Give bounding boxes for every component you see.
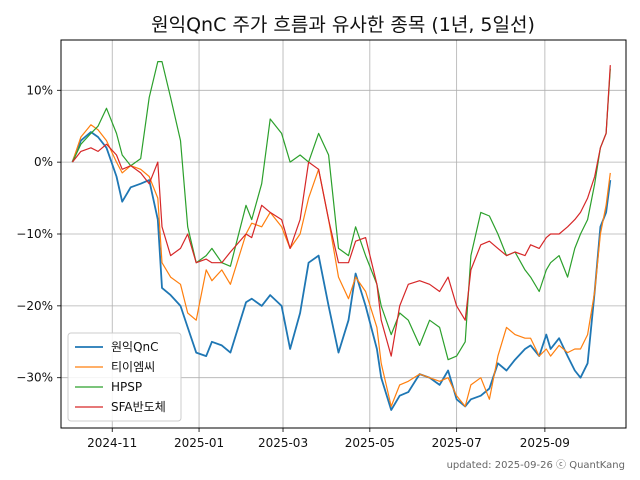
series-line-3 bbox=[71, 60, 611, 361]
legend-label: 원익QnC bbox=[111, 340, 159, 354]
footer-text: updated: 2025-09-26 ⓒ QuantKang bbox=[447, 459, 625, 471]
x-tick-label: 2025-03 bbox=[258, 436, 308, 450]
legend-box bbox=[67, 332, 182, 422]
series-line-4 bbox=[71, 65, 611, 357]
x-tick-label: 2024-11 bbox=[87, 436, 137, 450]
x-tick-label: 2025-07 bbox=[432, 436, 482, 450]
x-tick-label: 2025-05 bbox=[345, 436, 395, 450]
legend: 원익QnC 티이엠씨 HPSP SFA반도체 bbox=[67, 332, 182, 422]
y-tick-label: −20% bbox=[16, 299, 53, 313]
series-line-1 bbox=[71, 131, 612, 411]
series-lines bbox=[71, 60, 612, 411]
y-tick-label: −10% bbox=[16, 227, 53, 241]
x-tick-label: 2025-01 bbox=[174, 436, 224, 450]
legend-label: 티이엠씨 bbox=[111, 360, 155, 374]
legend-label: HPSP bbox=[111, 380, 142, 394]
chart-title: 원익QnC 주가 흐름과 유사한 종목 (1년, 5일선) bbox=[151, 14, 535, 36]
axis-ticks: 10% 0% −10% −20% −30% 2024-11 2025-01 2025-03 20… bbox=[16, 83, 570, 450]
y-tick-label: 0% bbox=[34, 155, 53, 169]
y-tick-label: −30% bbox=[16, 371, 53, 385]
x-tick-label: 2025-09 bbox=[520, 436, 570, 450]
y-tick-label: 10% bbox=[26, 83, 53, 97]
series-line-2 bbox=[71, 124, 611, 407]
legend-label: SFA반도체 bbox=[111, 400, 166, 414]
grid-lines bbox=[61, 40, 626, 428]
